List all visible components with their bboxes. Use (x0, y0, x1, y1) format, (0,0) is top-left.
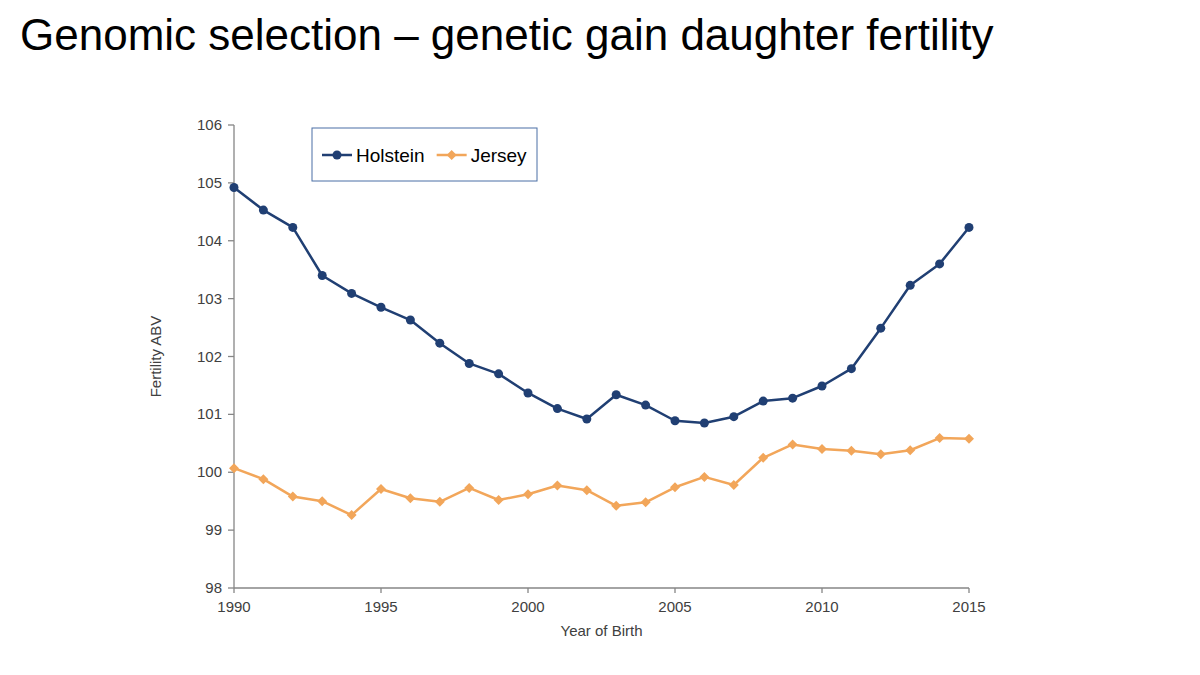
series-marker (611, 501, 621, 511)
x-tick-label: 2005 (658, 598, 691, 615)
series-marker (788, 439, 798, 449)
x-tick-label: 2000 (511, 598, 544, 615)
series-marker (641, 497, 651, 507)
x-axis-label: Year of Birth (561, 622, 643, 639)
series-marker (876, 324, 885, 333)
series-marker (377, 303, 386, 312)
x-tick-label: 2010 (805, 598, 838, 615)
series-marker (259, 206, 268, 215)
series-marker (729, 480, 739, 490)
x-axis (234, 587, 969, 588)
x-tick (968, 588, 969, 593)
series-marker (876, 449, 886, 459)
series-marker (758, 453, 768, 463)
series-line (234, 188, 969, 424)
y-tick (228, 124, 234, 125)
series-marker (552, 481, 562, 491)
series-marker (964, 434, 974, 444)
series-marker (612, 390, 621, 399)
series-marker (582, 415, 591, 424)
series-marker (935, 433, 945, 443)
series-marker (818, 382, 827, 391)
series-line (234, 438, 969, 515)
series-marker (347, 510, 357, 520)
series-marker (230, 183, 239, 192)
x-tick-label: 1990 (217, 598, 250, 615)
title: Genomic selection – genetic gain daughte… (20, 10, 993, 59)
series-marker (553, 404, 562, 413)
series-marker (935, 259, 944, 268)
series-marker (965, 223, 974, 232)
series-marker (494, 369, 503, 378)
series-marker (641, 401, 650, 410)
series-marker (788, 394, 797, 403)
series-marker (523, 489, 533, 499)
chart-root: Genomic selection – genetic gain daughte… (0, 0, 1200, 675)
x-tick (674, 588, 675, 593)
x-tick (380, 588, 381, 593)
series-marker (347, 289, 356, 298)
x-tick (233, 588, 234, 593)
series-marker (405, 493, 415, 503)
y-tick-label: 103 (197, 290, 222, 307)
legend-box (312, 128, 537, 181)
y-tick-label: 101 (197, 405, 222, 422)
y-tick-label: 98 (205, 579, 222, 596)
series-marker (258, 474, 268, 484)
series-marker (729, 412, 738, 421)
series-marker (494, 495, 504, 505)
series-marker (906, 281, 915, 290)
x-tick (821, 588, 822, 593)
series-marker (846, 446, 856, 456)
legend-label: Holstein (356, 145, 425, 166)
y-axis-label: Fertility ABV (147, 316, 164, 398)
series-marker (288, 223, 297, 232)
series-marker (699, 472, 709, 482)
y-tick (228, 356, 234, 357)
series-marker (288, 492, 298, 502)
plot-area (229, 183, 974, 520)
series-marker (759, 397, 768, 406)
series-marker (700, 419, 709, 428)
legend: Holstein Jersey (312, 128, 537, 181)
y-tick-label: 104 (197, 232, 222, 249)
series-marker (670, 482, 680, 492)
series-marker (435, 497, 445, 507)
series-marker (905, 445, 915, 455)
y-tick-label: 106 (197, 116, 222, 133)
legend-marker (333, 151, 342, 160)
y-tick (228, 414, 234, 415)
y-tick (228, 529, 234, 530)
series-marker (465, 359, 474, 368)
y-tick (228, 240, 234, 241)
y-tick (228, 298, 234, 299)
series-marker (317, 496, 327, 506)
series-marker (229, 463, 239, 473)
chart-svg: Genomic selection – genetic gain daughte… (0, 0, 1200, 675)
y-tick-label: 100 (197, 463, 222, 480)
series-marker (406, 316, 415, 325)
legend-marker (447, 150, 457, 160)
series-marker (671, 416, 680, 425)
series-marker (464, 483, 474, 493)
series-marker (376, 484, 386, 494)
series-marker (582, 485, 592, 495)
y-tick-label: 105 (197, 174, 222, 191)
x-tick-label: 2015 (952, 598, 985, 615)
series-marker (435, 339, 444, 348)
series-marker (817, 444, 827, 454)
series-marker (524, 388, 533, 397)
x-tick-label: 1995 (364, 598, 397, 615)
y-tick-label: 102 (197, 348, 222, 365)
series-marker (847, 364, 856, 373)
series-marker (318, 271, 327, 280)
legend-label: Jersey (471, 145, 527, 166)
y-tick (228, 587, 234, 588)
y-tick-label: 99 (205, 521, 222, 538)
x-tick (527, 588, 528, 593)
